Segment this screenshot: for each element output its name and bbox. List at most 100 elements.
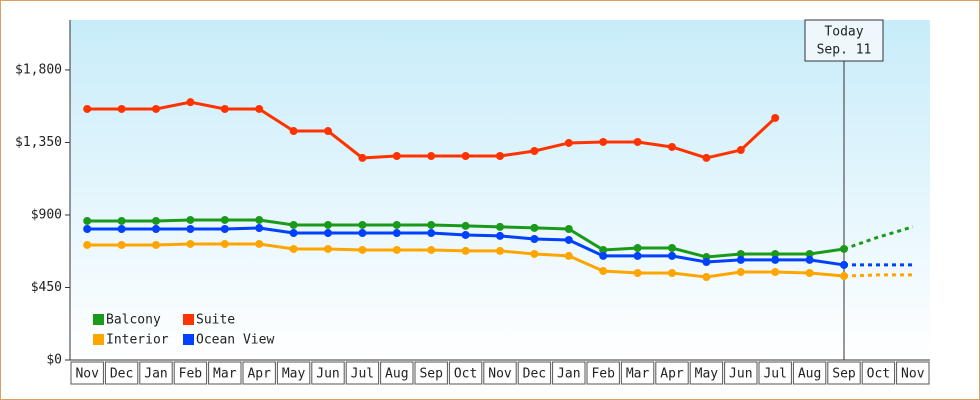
x-tick-label: Jul [351,367,374,382]
x-tick-label: Dec [523,367,546,382]
point [633,244,642,253]
point [117,216,126,225]
point [152,240,160,249]
x-tick-label: Oct [867,367,890,382]
x-tick-label: Apr [660,367,684,382]
point [152,216,160,225]
point [599,251,608,260]
point [496,246,504,255]
point [736,255,745,264]
point [702,258,711,267]
x-tick-label: Apr [247,367,271,382]
x-tick-label: Feb [179,367,203,382]
point [530,147,539,156]
point [324,127,332,136]
point [805,249,814,258]
point [668,251,676,260]
x-tick-box [724,361,758,385]
point [668,268,676,277]
x-tick-box [689,361,724,385]
x-tick-box [380,361,414,385]
point [358,153,367,162]
point [117,104,126,113]
y-tick-label: $1,350 [15,135,62,150]
today-label: Today [824,25,863,40]
point [255,239,264,248]
point [771,255,780,264]
point [289,244,298,253]
x-tick-label: Jul [763,367,786,382]
point [427,220,436,229]
point [564,138,573,147]
point [599,267,608,276]
today-box [804,19,884,62]
forecast-line [843,273,913,278]
point [358,220,367,229]
y-tick-label: $0 [46,353,62,368]
point [427,152,436,160]
x-tick-box [173,361,208,385]
point [461,221,470,230]
point [805,268,814,277]
point [564,235,573,244]
x-tick-label: Jan [144,367,167,382]
x-tick-label: Feb [591,367,615,382]
x-tick-box [586,361,620,385]
point [289,220,298,229]
today-label: Sep. 11 [817,43,872,58]
point [324,244,332,253]
point [736,268,745,277]
point [220,224,229,233]
point [83,224,92,233]
x-tick-box [896,361,930,385]
point [392,229,401,238]
x-tick-box [655,361,689,385]
y-tick-label: $1,800 [15,62,62,77]
x-tick-label: Jun [316,367,339,382]
x-tick-label: May [695,367,719,382]
x-tick-box [483,361,517,385]
point [289,229,298,238]
x-tick-label: Dec [110,367,133,382]
point [668,244,676,253]
point [358,229,367,238]
point [392,220,401,229]
point [117,224,126,233]
x-tick-box [827,361,861,385]
point [633,268,642,277]
x-tick-box [792,361,827,385]
point [117,240,126,249]
point [220,215,229,224]
y-tick-label: $900 [31,207,62,222]
x-tick-box [242,361,276,385]
point [668,142,676,151]
point [220,239,229,248]
x-tick-label: Mar [626,367,650,382]
point [427,229,436,238]
point [392,152,401,160]
x-tick-label: May [282,367,306,382]
legend-label: Interior [106,333,169,348]
x-tick-label: Nov [901,367,925,382]
x-tick-label: Mar [213,367,237,382]
x-tick-box [311,361,345,385]
legend-swatch [183,334,194,345]
x-tick-label: Oct [454,367,477,382]
point [186,215,195,224]
x-tick-box [208,361,242,385]
point [461,246,470,255]
point [599,245,608,254]
x-tick-label: Aug [385,367,408,382]
x-tick-label: Nov [488,367,512,382]
point [771,113,780,122]
point [805,255,814,264]
point [461,152,470,160]
point [496,152,504,160]
point [736,249,745,258]
x-tick-box [276,361,311,385]
point [255,215,264,224]
x-tick-box [448,361,483,385]
x-tick-label: Sep [832,367,856,382]
point [564,224,573,233]
legend-label: Balcony [106,313,161,328]
